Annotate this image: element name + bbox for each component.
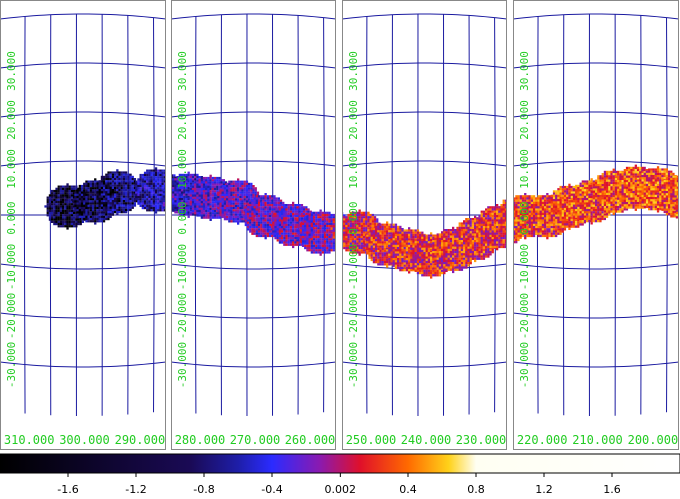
parallel-line bbox=[513, 361, 679, 368]
dec-tick-label: -30.000 bbox=[518, 342, 531, 388]
dec-tick-label: 20.000 bbox=[5, 100, 18, 140]
parallel-line bbox=[342, 361, 507, 368]
dec-tick-label: 30.000 bbox=[347, 51, 360, 91]
parallel-line bbox=[513, 13, 679, 20]
meridian-line bbox=[511, 19, 512, 411]
dec-tick-label: 0.000 bbox=[5, 201, 18, 234]
meridian-line bbox=[169, 19, 170, 411]
dec-tick-label: 20.000 bbox=[347, 100, 360, 140]
dec-tick-label: 10.000 bbox=[176, 149, 189, 189]
colorbar-tick-label: -1.6 bbox=[57, 483, 78, 496]
parallel-line bbox=[342, 111, 507, 118]
dec-tick-label: 30.000 bbox=[176, 51, 189, 91]
map-panel: 250.000 240.000 230.000 30.000 20.000 10.000 0… bbox=[340, 0, 507, 450]
colorbar-tick-label: 0.8 bbox=[467, 483, 485, 496]
data-field bbox=[474, 204, 507, 251]
ra-tick-label: 280.000 bbox=[175, 433, 226, 447]
dec-tick-label: 10.000 bbox=[347, 149, 360, 189]
dec-tick-label: 30.000 bbox=[5, 51, 18, 91]
dec-tick-label: 0.000 bbox=[518, 201, 531, 234]
ra-tick-label: 240.000 bbox=[401, 433, 452, 447]
panel-frame bbox=[513, 0, 679, 450]
colorbar-tick-label: 1.2 bbox=[535, 483, 553, 496]
parallel-line bbox=[171, 111, 336, 118]
parallel-line bbox=[513, 62, 679, 69]
dec-tick-label: -10.000 bbox=[518, 244, 531, 290]
colorbar-tick-label: 1.6 bbox=[603, 483, 621, 496]
ra-tick-label: 260.000 bbox=[285, 433, 336, 447]
parallel-line bbox=[513, 312, 679, 319]
parallel-line bbox=[171, 263, 336, 270]
parallel-line bbox=[171, 312, 336, 319]
parallel-line bbox=[171, 160, 336, 167]
dec-tick-label: 20.000 bbox=[518, 100, 531, 140]
dec-tick-label: -20.000 bbox=[518, 293, 531, 339]
ra-tick-label: 290.000 bbox=[115, 433, 166, 447]
ra-tick-label: 220.000 bbox=[517, 433, 568, 447]
data-field bbox=[496, 199, 507, 235]
parallel-line bbox=[513, 111, 679, 118]
ra-tick-label: 270.000 bbox=[230, 433, 281, 447]
dec-tick-label: 20.000 bbox=[176, 100, 189, 140]
map-panel: 280.000 270.000 260.000 30.000 20.000 10.000 0… bbox=[169, 0, 336, 450]
colorbar-gradient bbox=[0, 453, 680, 474]
dec-tick-label: 0.000 bbox=[347, 201, 360, 234]
parallel-line bbox=[0, 312, 166, 319]
parallel-line bbox=[342, 62, 507, 69]
data-field bbox=[94, 169, 141, 216]
ra-tick-label: 310.000 bbox=[4, 433, 55, 447]
colorbar-tick-label: -0.8 bbox=[193, 483, 214, 496]
parallel-line bbox=[513, 263, 679, 270]
dec-tick-label: -30.000 bbox=[176, 342, 189, 388]
colorbar-tick-label: 0.4 bbox=[399, 483, 417, 496]
dec-tick-label: -10.000 bbox=[347, 244, 360, 290]
parallel-line bbox=[0, 13, 166, 20]
parallel-line bbox=[171, 62, 336, 69]
parallel-line bbox=[513, 160, 679, 167]
dec-tick-label: -10.000 bbox=[5, 244, 18, 290]
dec-tick-label: 0.000 bbox=[176, 201, 189, 234]
dec-tick-label: -20.000 bbox=[176, 293, 189, 339]
colorbar-tick-label: -0.4 bbox=[261, 483, 282, 496]
ra-tick-label: 200.000 bbox=[628, 433, 679, 447]
data-field bbox=[215, 178, 262, 225]
data-field bbox=[297, 209, 336, 256]
dec-tick-label: -30.000 bbox=[347, 342, 360, 388]
parallel-line bbox=[171, 361, 336, 368]
map-panel: 310.000 300.000 290.000 30.000 20.000 10.000 0… bbox=[0, 0, 166, 450]
dec-tick-label: 30.000 bbox=[518, 51, 531, 91]
colorbar-tick-label: 0.002 bbox=[325, 483, 357, 496]
parallel-line bbox=[0, 111, 166, 118]
sky-map-panels: 310.000 300.000 290.000 30.000 20.000 10.000 0… bbox=[0, 0, 679, 450]
parallel-line bbox=[342, 13, 507, 20]
meridian-line bbox=[340, 19, 341, 411]
dec-tick-label: -20.000 bbox=[5, 293, 18, 339]
parallel-line bbox=[342, 312, 507, 319]
map-panel: 220.000 210.000 200.000 30.000 20.000 10.000 0… bbox=[511, 0, 679, 450]
dec-tick-label: -10.000 bbox=[176, 244, 189, 290]
ra-tick-label: 250.000 bbox=[346, 433, 397, 447]
panel-frame bbox=[0, 0, 166, 450]
data-field bbox=[132, 167, 166, 214]
panel-frame bbox=[342, 0, 507, 450]
ra-tick-label: 230.000 bbox=[456, 433, 507, 447]
parallel-line bbox=[0, 361, 166, 368]
dec-tick-label: -20.000 bbox=[347, 293, 360, 339]
parallel-line bbox=[0, 160, 166, 167]
parallel-line bbox=[171, 13, 336, 20]
colorbar: -1.6 -1.2 -0.8 -0.4 0.002 0.4 0.8 1.2 1.6 bbox=[0, 453, 680, 496]
panel-frame bbox=[171, 0, 336, 450]
ra-tick-label: 210.000 bbox=[572, 433, 623, 447]
colorbar-tick-label: -1.2 bbox=[125, 483, 146, 496]
parallel-line bbox=[0, 263, 166, 270]
dec-tick-label: -30.000 bbox=[5, 342, 18, 388]
parallel-line bbox=[0, 62, 166, 69]
dec-tick-label: 10.000 bbox=[518, 149, 531, 189]
ra-tick-label: 300.000 bbox=[59, 433, 110, 447]
parallel-line bbox=[342, 160, 507, 167]
dec-tick-label: 10.000 bbox=[5, 149, 18, 189]
